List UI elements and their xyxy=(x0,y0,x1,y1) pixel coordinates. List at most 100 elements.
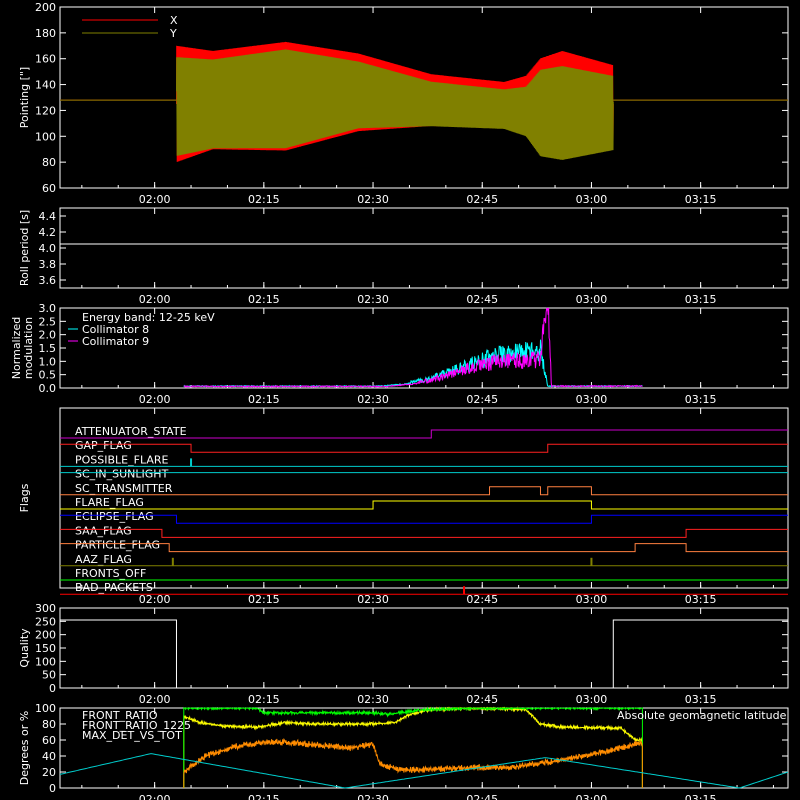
series-max-det-vs-tot-line xyxy=(183,737,643,788)
y-tick-label: 300 xyxy=(35,602,56,615)
y-tick-label: 180 xyxy=(35,27,56,40)
flag-label: ATTENUATOR_STATE xyxy=(75,425,187,438)
y-tick-label: 80 xyxy=(42,718,56,731)
y-tick-label: 100 xyxy=(35,655,56,668)
x-tick-label: 02:30 xyxy=(357,293,389,306)
y-tick-label: 1.0 xyxy=(39,355,57,368)
series-front-ratio-1225-line xyxy=(183,706,643,788)
y-tick-label: 20 xyxy=(42,766,56,779)
flag-label: GAP_FLAG xyxy=(75,439,132,452)
x-tick-label: 03:00 xyxy=(576,193,608,206)
y-tick-label: 50 xyxy=(42,669,56,682)
x-tick-label: 02:00 xyxy=(139,293,171,306)
legend-label: FRONT_RATIO_1225 xyxy=(82,719,191,732)
y-tick-label: 0.5 xyxy=(39,369,57,382)
y-axis-label: Normalized xyxy=(10,317,23,379)
x-tick-label: 02:15 xyxy=(248,193,280,206)
x-tick-label: 03:00 xyxy=(576,693,608,706)
y-tick-label: 200 xyxy=(35,629,56,642)
flag-label: SAA_FLAG xyxy=(75,524,132,537)
y-tick-label: 150 xyxy=(35,642,56,655)
x-tick-label: 03:15 xyxy=(685,693,717,706)
x-tick-label: 02:00 xyxy=(139,793,171,800)
y-axis-label: Roll period [s] xyxy=(18,210,31,286)
x-tick-label: 02:45 xyxy=(466,693,498,706)
x-tick-label: 02:15 xyxy=(248,793,280,800)
x-tick-label: 02:15 xyxy=(248,293,280,306)
x-tick-label: 03:00 xyxy=(576,593,608,606)
series-collimator-9-line xyxy=(183,307,643,389)
y-tick-label: 120 xyxy=(35,104,56,117)
x-tick-label: 02:00 xyxy=(139,393,171,406)
flag-label: FRONTS_OFF xyxy=(75,567,146,580)
y-tick-label: 0 xyxy=(49,682,56,695)
legend-label: Collimator 9 xyxy=(82,335,149,348)
energy-band-annotation: Energy band: 12-25 keV xyxy=(82,311,215,324)
x-tick-label: 02:30 xyxy=(357,393,389,406)
y-tick-label: 2.5 xyxy=(39,315,57,328)
x-tick-label: 03:00 xyxy=(576,293,608,306)
y-tick-label: 4.0 xyxy=(39,242,57,255)
x-tick-label: 02:00 xyxy=(139,593,171,606)
x-tick-label: 02:30 xyxy=(357,793,389,800)
flag-label: PARTICLE_FLAG xyxy=(75,539,160,552)
x-tick-label: 02:30 xyxy=(357,593,389,606)
x-tick-label: 02:45 xyxy=(466,793,498,800)
x-tick-label: 02:15 xyxy=(248,693,280,706)
y-tick-label: 60 xyxy=(42,182,56,195)
x-tick-label: 02:15 xyxy=(248,393,280,406)
y-tick-label: 250 xyxy=(35,615,56,628)
legend-label: FRONT_RATIO xyxy=(82,709,158,722)
flag-line-gap-flag xyxy=(60,443,788,453)
y-tick-label: 160 xyxy=(35,53,56,66)
flag-label: SC_IN_SUNLIGHT xyxy=(75,468,169,481)
y-tick-label: 3.6 xyxy=(39,274,57,287)
flag-line-eclipse-flag xyxy=(60,514,788,524)
x-tick-label: 03:00 xyxy=(576,393,608,406)
panel-2-frame xyxy=(59,207,789,289)
x-tick-label: 02:30 xyxy=(357,693,389,706)
y-tick-label: 40 xyxy=(42,750,56,763)
y-axis-label: Degrees or % xyxy=(18,711,31,785)
quality-line xyxy=(60,619,788,689)
legend-label: Y xyxy=(169,27,177,40)
flag-line-saa-flag xyxy=(60,528,788,538)
x-tick-label: 02:00 xyxy=(139,693,171,706)
series-collimator-8-line xyxy=(183,339,643,388)
legend-label: X xyxy=(170,14,178,27)
flag-label: SC_TRANSMITTER xyxy=(75,482,173,495)
x-tick-label: 03:15 xyxy=(685,393,717,406)
x-tick-label: 03:15 xyxy=(685,593,717,606)
y-tick-label: 3.8 xyxy=(39,258,57,271)
y-axis-label: modulation xyxy=(22,317,35,379)
panel-1-frame xyxy=(59,6,789,189)
legend-label: Collimator 8 xyxy=(82,323,149,336)
y-tick-label: 1.5 xyxy=(39,342,57,355)
y-tick-label: 3.0 xyxy=(39,302,57,315)
legend-label: MAX_DET_VS_TOT xyxy=(82,729,182,742)
y-tick-label: 0 xyxy=(49,782,56,795)
y-tick-label: 4.4 xyxy=(39,210,57,223)
flag-label: AAZ_FLAG xyxy=(75,553,132,566)
x-tick-label: 03:15 xyxy=(685,793,717,800)
y-tick-label: 100 xyxy=(35,130,56,143)
x-tick-label: 02:00 xyxy=(139,193,171,206)
series-y-line xyxy=(176,49,614,160)
flag-label: POSSIBLE_FLARE xyxy=(75,453,169,466)
series-absolute-geomagnetic-latitude-line xyxy=(59,753,789,789)
x-tick-label: 03:15 xyxy=(685,293,717,306)
y-tick-label: 100 xyxy=(35,702,56,715)
y-tick-label: 200 xyxy=(35,1,56,14)
y-tick-label: 4.2 xyxy=(39,226,57,239)
y-tick-label: 0.0 xyxy=(39,382,57,395)
x-tick-label: 03:00 xyxy=(576,793,608,800)
x-tick-label: 02:15 xyxy=(248,593,280,606)
flag-label: BAD_PACKETS xyxy=(75,581,153,594)
series-front-ratio-line xyxy=(183,706,643,788)
y-tick-label: 60 xyxy=(42,734,56,747)
flag-label: FLARE_FLAG xyxy=(75,496,144,509)
flag-line-sc-transmitter xyxy=(60,486,788,496)
y-axis-label: Flags xyxy=(18,483,31,512)
y-tick-label: 80 xyxy=(42,156,56,169)
y-tick-label: 2.0 xyxy=(39,329,57,342)
